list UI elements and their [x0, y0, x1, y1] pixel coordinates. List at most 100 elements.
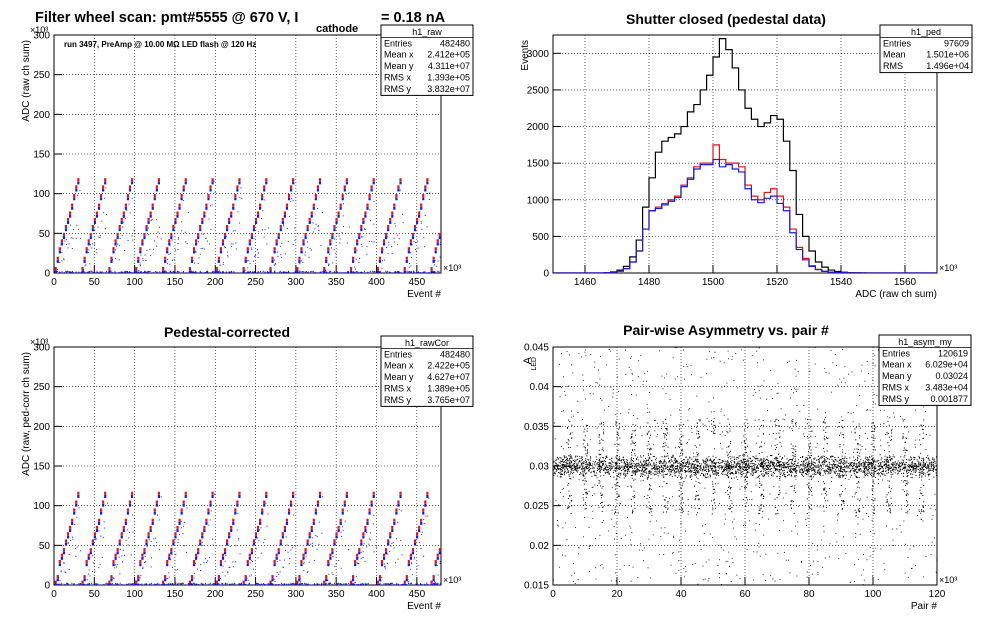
data-point — [228, 535, 231, 539]
data-point — [143, 551, 146, 555]
data-point — [722, 470, 724, 472]
data-point — [740, 466, 742, 468]
data-point — [368, 543, 370, 545]
data-point — [231, 584, 233, 585]
data-point — [176, 211, 179, 215]
data-point — [928, 460, 930, 462]
data-point — [776, 468, 778, 470]
data-point — [424, 503, 427, 507]
stats-box-name: h1_ped — [911, 27, 941, 37]
data-point — [437, 583, 439, 585]
data-point — [598, 464, 600, 466]
data-point — [619, 472, 621, 474]
data-point — [307, 583, 309, 585]
data-point — [86, 584, 88, 585]
data-point — [934, 462, 936, 464]
data-point — [389, 532, 392, 536]
data-point — [702, 470, 704, 472]
data-point — [653, 463, 655, 465]
data-point — [96, 249, 98, 251]
y-tick-label: 200 — [33, 110, 50, 121]
data-point — [601, 466, 603, 468]
data-point — [211, 204, 213, 206]
data-point — [629, 466, 631, 468]
data-point — [139, 563, 142, 567]
data-point — [233, 271, 235, 273]
data-point — [145, 224, 148, 228]
data-point — [908, 466, 910, 468]
data-point — [379, 271, 381, 273]
data-point — [389, 535, 392, 539]
data-point — [684, 467, 686, 469]
data-point — [182, 503, 185, 507]
data-point — [375, 584, 377, 585]
data-point — [314, 584, 316, 585]
data-point — [329, 272, 331, 273]
data-point — [863, 462, 865, 464]
data-point — [147, 535, 150, 539]
data-point — [184, 181, 187, 185]
data-point — [286, 583, 288, 585]
data-point — [651, 460, 653, 462]
data-point — [805, 464, 807, 466]
data-point — [638, 469, 640, 471]
data-point — [669, 459, 671, 461]
data-point — [845, 472, 847, 474]
data-point — [566, 472, 568, 474]
data-point — [809, 468, 811, 470]
data-point — [888, 461, 890, 463]
data-point — [672, 465, 674, 467]
data-point — [257, 271, 259, 273]
data-point — [238, 491, 241, 495]
data-point — [818, 472, 820, 474]
data-point — [806, 457, 808, 459]
data-point — [201, 217, 204, 221]
data-point — [132, 239, 134, 241]
data-point — [778, 469, 780, 471]
data-point — [364, 228, 366, 230]
data-point — [143, 548, 146, 552]
data-point — [226, 251, 228, 253]
data-point — [421, 531, 423, 533]
data-point — [342, 203, 344, 205]
data-point — [380, 580, 382, 582]
data-point — [91, 582, 93, 584]
data-point — [88, 583, 90, 585]
data-point — [257, 257, 259, 259]
data-point — [786, 458, 788, 460]
data-point — [905, 465, 907, 467]
data-point — [644, 465, 646, 467]
data-point — [836, 467, 838, 469]
data-point — [647, 463, 649, 465]
data-point — [777, 462, 779, 464]
data-point — [724, 467, 726, 469]
data-point — [205, 518, 208, 522]
data-point — [566, 462, 568, 464]
data-point — [219, 247, 223, 251]
data-point — [654, 459, 656, 461]
data-point — [178, 518, 181, 522]
data-point — [802, 464, 804, 466]
data-point — [815, 459, 817, 461]
data-point — [95, 525, 99, 529]
data-point — [221, 271, 223, 273]
data-point — [819, 473, 821, 475]
data-point — [420, 272, 422, 273]
data-point — [397, 521, 399, 523]
data-point — [868, 456, 870, 458]
data-point — [803, 468, 805, 470]
data-point — [767, 475, 769, 477]
data-point — [729, 468, 731, 470]
data-point — [655, 470, 657, 472]
data-point — [226, 584, 228, 585]
data-point — [399, 491, 402, 495]
data-point — [245, 271, 247, 273]
data-point — [300, 581, 302, 583]
data-point — [205, 584, 207, 585]
data-point — [199, 224, 202, 228]
data-point — [752, 456, 754, 458]
data-point — [335, 271, 337, 273]
data-point — [311, 270, 313, 272]
data-point — [690, 471, 692, 473]
data-point — [212, 544, 214, 546]
